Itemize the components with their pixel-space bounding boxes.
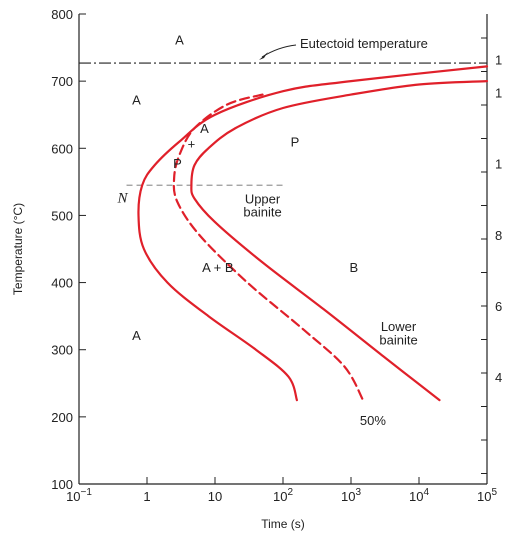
y-tick-label: 400: [51, 276, 73, 291]
eutectoid-label: Eutectoid temperature: [300, 36, 428, 51]
region-label: A: [175, 33, 184, 48]
ticks: 100 200 300 400 500 600 700 800 1 1 1 8 6 4 10−1 1 10 102…: [51, 7, 502, 504]
start-curve: [137, 65, 489, 402]
x-tick-label: 102: [273, 487, 293, 504]
x-tick-label: 103: [341, 487, 361, 504]
nose-label: N: [117, 190, 129, 206]
y-tick-label: 500: [51, 208, 73, 223]
y-tick-label: 600: [51, 141, 73, 156]
labels: Eutectoid temperature AAAPP+AUpperbainit…: [117, 33, 428, 429]
finish-curve: [190, 80, 489, 402]
region-label: 50%: [360, 413, 386, 428]
y-tick-label: 100: [51, 477, 73, 492]
eutectoid-pointer-arrow: [261, 44, 297, 58]
region-label: Upper: [245, 192, 281, 207]
region-label: A: [132, 328, 141, 343]
region-label: A + B: [202, 260, 233, 275]
right-axis-label: 8: [495, 228, 502, 243]
region-label: bainite: [379, 333, 417, 348]
region-label: +: [188, 137, 196, 152]
x-tick-label: 10−1: [66, 487, 92, 504]
right-axis-label: 1: [495, 86, 502, 101]
x-tick-label: 104: [409, 487, 429, 504]
curves: [137, 65, 489, 402]
region-label: A: [200, 121, 209, 136]
y-tick-label: 700: [51, 74, 73, 89]
eutectoid-pointer-arrowhead: [259, 52, 268, 60]
right-axis-label: 1: [495, 53, 502, 68]
y-axis-title: Temperature (°C): [11, 203, 25, 295]
reference-lines: [79, 62, 487, 186]
fifty-percent-curve: [172, 93, 365, 402]
x-axis-title: Time (s): [261, 517, 305, 531]
y-tick-label: 800: [51, 7, 73, 22]
right-axis-label: 4: [495, 370, 502, 385]
region-label: P: [173, 156, 182, 171]
region-label: bainite: [243, 204, 281, 219]
region-label: Lower: [381, 319, 417, 334]
x-tick-label: 10: [208, 489, 222, 504]
x-tick-label: 105: [477, 487, 497, 504]
x-tick-label: 1: [143, 489, 150, 504]
region-label: A: [132, 92, 141, 107]
right-axis-label: 1: [495, 157, 502, 172]
y-tick-label: 200: [51, 410, 73, 425]
region-label: B: [349, 260, 358, 275]
right-axis-label: 6: [495, 299, 502, 314]
y-tick-label: 300: [51, 343, 73, 358]
region-label: P: [291, 135, 300, 150]
